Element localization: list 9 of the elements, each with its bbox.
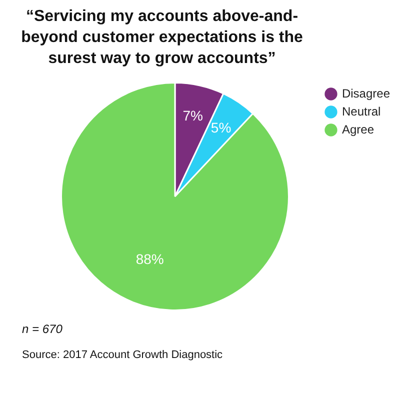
chart-title: “Servicing my accounts above-and-beyond customer expectations is the surest way to grow accounts”	[20, 7, 304, 69]
data-label: 88%	[136, 250, 164, 267]
text: n = 670	[22, 322, 62, 336]
data-label: 5%	[210, 120, 232, 136]
source-note: Source: 2017 Account Growth Diagnostic	[22, 349, 223, 361]
data-label: 7%	[182, 107, 203, 124]
legend-label: Disagree	[342, 86, 390, 100]
legend-label: Neutral	[342, 104, 381, 118]
legend-label: Agree	[342, 122, 374, 136]
